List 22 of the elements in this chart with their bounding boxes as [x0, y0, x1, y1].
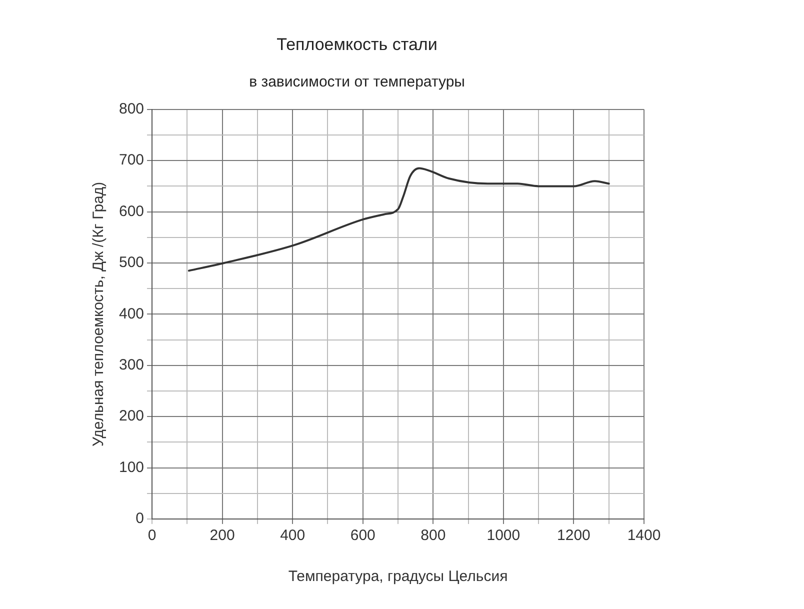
x-tick-label: 1400 — [627, 527, 661, 544]
chart-subtitle: в зависимости от температуры — [249, 74, 465, 91]
y-tick-label: 300 — [118, 356, 144, 374]
x-tick-label: 600 — [350, 527, 376, 544]
y-tick-label: 200 — [118, 408, 144, 425]
x-tick-label: 800 — [420, 527, 446, 544]
y-tick-label: 400 — [118, 305, 144, 322]
x-tick-label: 1000 — [486, 527, 520, 544]
line-series — [188, 167, 610, 272]
x-tick-label: 400 — [280, 527, 306, 544]
y-tick-label: 700 — [118, 152, 144, 169]
y-tick-label: 500 — [118, 254, 144, 272]
x-tick-label: 1200 — [557, 527, 590, 544]
y-tick-label: 600 — [118, 202, 144, 220]
y-axis-title: Удельная теплоемкость, Дж /(Кг Град) — [90, 182, 108, 447]
x-tick-label: 0 — [148, 527, 156, 544]
y-tick-label: 0 — [136, 510, 144, 528]
y-tick-label: 800 — [118, 100, 144, 118]
x-tick-label: 200 — [210, 527, 235, 544]
x-axis-title: Температура, градусы Цельсия — [288, 568, 508, 586]
y-tick-label: 100 — [118, 458, 144, 476]
chart-title: Теплоемкость стали — [276, 34, 438, 54]
